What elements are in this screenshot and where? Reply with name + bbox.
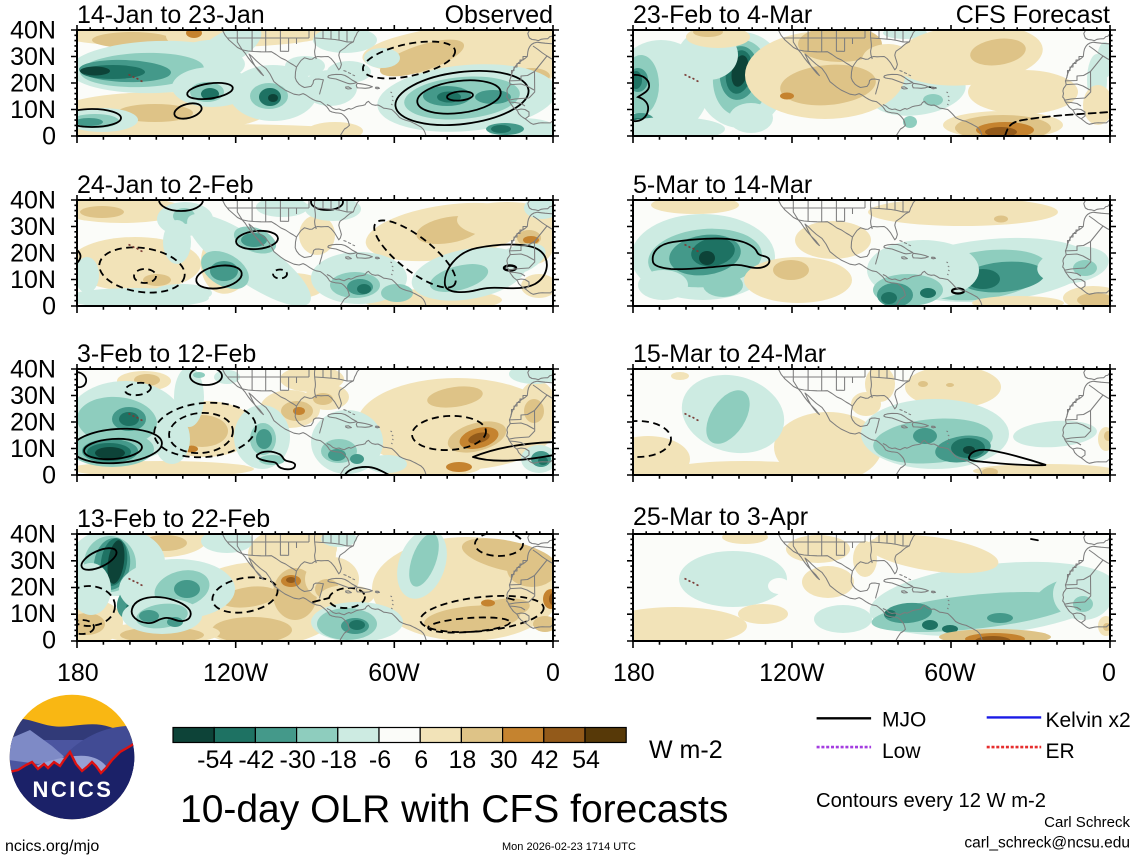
svg-text:40N: 40N — [10, 521, 56, 549]
svg-text:3-Feb to 12-Feb: 3-Feb to 12-Feb — [77, 340, 256, 368]
svg-text:0: 0 — [42, 293, 56, 321]
svg-text:CFS Forecast: CFS Forecast — [956, 1, 1110, 29]
svg-text:0: 0 — [42, 123, 56, 151]
svg-text:-42: -42 — [238, 746, 274, 774]
svg-text:-54: -54 — [197, 746, 233, 774]
svg-text:-6: -6 — [369, 746, 391, 774]
svg-text:20N: 20N — [10, 240, 56, 268]
svg-text:Mon 2026-02-23 1714 UTC: Mon 2026-02-23 1714 UTC — [502, 841, 636, 853]
svg-text:10-day OLR with CFS forecasts: 10-day OLR with CFS forecasts — [180, 788, 728, 831]
svg-text:180: 180 — [57, 659, 99, 687]
svg-text:Carl Schreck: Carl Schreck — [1044, 814, 1130, 831]
svg-text:30N: 30N — [10, 43, 56, 71]
svg-text:Contours every 12 W m-2: Contours every 12 W m-2 — [816, 790, 1046, 812]
svg-text:10N: 10N — [10, 600, 56, 628]
svg-text:30N: 30N — [10, 382, 56, 410]
svg-text:25-Mar to 3-Apr: 25-Mar to 3-Apr — [633, 503, 808, 531]
svg-text:23-Feb to 4-Mar: 23-Feb to 4-Mar — [633, 1, 812, 29]
svg-text:0: 0 — [42, 462, 56, 490]
svg-text:Kelvin x2: Kelvin x2 — [1046, 709, 1131, 732]
svg-text:60W: 60W — [368, 659, 420, 687]
svg-text:ER: ER — [1046, 740, 1075, 763]
svg-text:18: 18 — [448, 746, 476, 774]
svg-text:30N: 30N — [10, 213, 56, 241]
svg-text:54: 54 — [572, 746, 600, 774]
svg-text:carl_schreck@ncsu.edu: carl_schreck@ncsu.edu — [964, 835, 1130, 852]
svg-text:Low: Low — [882, 740, 921, 763]
svg-text:24-Jan to 2-Feb: 24-Jan to 2-Feb — [77, 171, 254, 199]
svg-text:NCICS: NCICS — [33, 777, 114, 802]
svg-text:10N: 10N — [10, 96, 56, 124]
svg-text:120W: 120W — [203, 659, 269, 687]
svg-text:-18: -18 — [321, 746, 357, 774]
svg-text:13-Feb to 22-Feb: 13-Feb to 22-Feb — [77, 505, 270, 533]
svg-text:-30: -30 — [280, 746, 316, 774]
svg-text:10N: 10N — [10, 266, 56, 294]
svg-text:10N: 10N — [10, 435, 56, 463]
svg-text:20N: 20N — [10, 70, 56, 98]
svg-text:40N: 40N — [10, 17, 56, 45]
svg-text:42: 42 — [531, 746, 559, 774]
svg-text:0: 0 — [42, 627, 56, 655]
svg-text:5-Mar to 14-Mar: 5-Mar to 14-Mar — [633, 171, 812, 199]
svg-text:180: 180 — [613, 659, 655, 687]
svg-text:0: 0 — [1102, 659, 1116, 687]
svg-text:ncics.org/mjo: ncics.org/mjo — [5, 838, 99, 855]
svg-text:MJO: MJO — [882, 709, 926, 732]
svg-text:30: 30 — [490, 746, 518, 774]
svg-text:40N: 40N — [10, 187, 56, 215]
svg-text:0: 0 — [546, 659, 560, 687]
svg-text:Observed: Observed — [445, 1, 553, 29]
svg-text:60W: 60W — [924, 659, 976, 687]
svg-text:30N: 30N — [10, 547, 56, 575]
svg-text:40N: 40N — [10, 356, 56, 384]
svg-text:20N: 20N — [10, 574, 56, 602]
svg-text:6: 6 — [414, 746, 428, 774]
svg-text:20N: 20N — [10, 409, 56, 437]
svg-text:120W: 120W — [759, 659, 825, 687]
svg-text:15-Mar to 24-Mar: 15-Mar to 24-Mar — [633, 340, 826, 368]
svg-text:W m-2: W m-2 — [649, 736, 723, 764]
svg-text:14-Jan to 23-Jan: 14-Jan to 23-Jan — [77, 1, 265, 29]
